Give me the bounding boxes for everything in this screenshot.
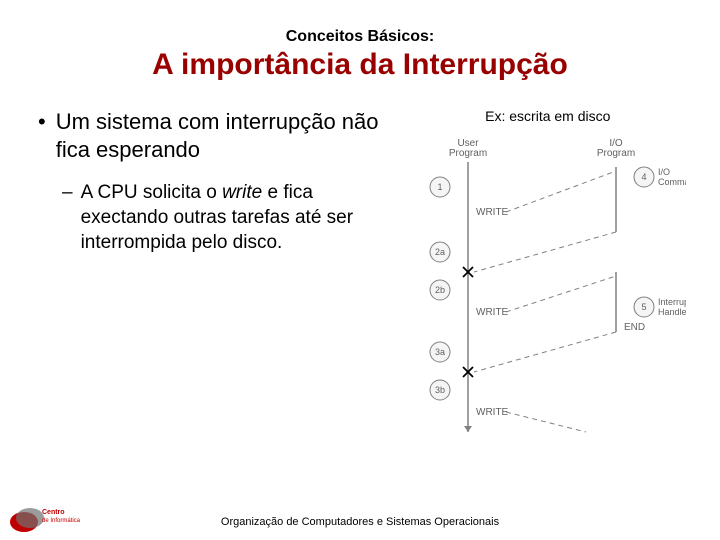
svg-text:3a: 3a — [435, 347, 445, 357]
svg-text:Handler: Handler — [658, 307, 686, 317]
content-area: • Um sistema com interrupção não fica es… — [30, 108, 690, 447]
sub-bullet: – A CPU solicita o write e fica exectand… — [62, 180, 400, 255]
institution-logo: Centro de Informática — [6, 496, 86, 536]
svg-text:de Informática: de Informática — [42, 518, 81, 524]
svg-text:3b: 3b — [435, 385, 445, 395]
svg-text:5: 5 — [641, 302, 646, 312]
svg-text:Centro: Centro — [42, 509, 65, 516]
interrupt-diagram: UserProgramI/OProgramWRITEWRITEWRITE12a2… — [406, 132, 686, 442]
svg-text:WRITE: WRITE — [476, 207, 509, 218]
bullet-text: Um sistema com interrupção não fica espe… — [56, 108, 400, 164]
sub-bullet-marker: – — [62, 180, 73, 206]
slide-subtitle: Conceitos Básicos: — [30, 28, 690, 46]
sub-italic: write — [222, 182, 262, 203]
svg-text:2a: 2a — [435, 247, 445, 257]
footer-text: Organização de Computadores e Sistemas O… — [0, 516, 720, 528]
svg-text:WRITE: WRITE — [476, 407, 509, 418]
bullet-marker: • — [38, 108, 46, 137]
svg-text:Program: Program — [448, 148, 486, 159]
bullet-main: • Um sistema com interrupção não fica es… — [38, 108, 400, 164]
svg-text:1: 1 — [437, 182, 442, 192]
svg-text:END: END — [624, 322, 645, 333]
svg-text:Command: Command — [658, 177, 686, 187]
svg-text:Program: Program — [596, 148, 634, 159]
slide-title: A importância da Interrupção — [30, 48, 690, 82]
svg-text:2b: 2b — [435, 285, 445, 295]
diagram-column: Ex: escrita em disco UserProgramI/OProgr… — [400, 108, 690, 447]
svg-text:I/O: I/O — [658, 167, 670, 177]
sub-prefix: A CPU solicita o — [81, 182, 223, 203]
example-label: Ex: escrita em disco — [406, 108, 690, 124]
sub-bullet-text: A CPU solicita o write e fica exectando … — [81, 180, 400, 255]
svg-text:4: 4 — [641, 172, 646, 182]
text-column: • Um sistema com interrupção não fica es… — [30, 108, 400, 447]
svg-text:WRITE: WRITE — [476, 307, 509, 318]
svg-text:Interrupt: Interrupt — [658, 297, 686, 307]
